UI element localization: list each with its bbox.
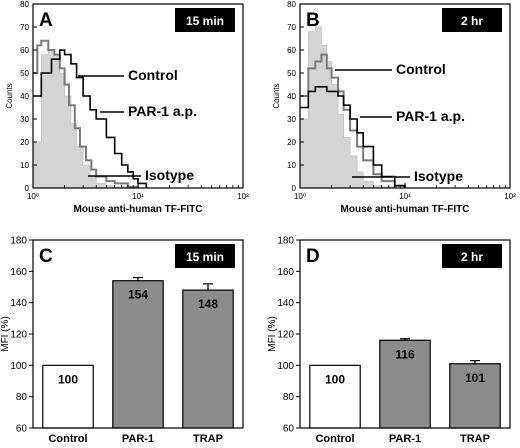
bar-par-1	[379, 339, 431, 429]
x-category-label: Control	[315, 433, 354, 445]
x-category-label: TRAP	[460, 433, 490, 445]
x-tick-label: 10²	[237, 192, 249, 201]
x-category-label: PAR-1	[122, 433, 154, 445]
y-tick-label: 10	[287, 161, 296, 170]
y-tick-label: 60	[287, 46, 296, 55]
x-tick-label: 10⁰	[27, 192, 39, 201]
time-badge-label: 2 hr	[461, 14, 483, 28]
annotation-isotype: Isotype	[145, 167, 194, 183]
y-tick-label: 50	[20, 69, 29, 78]
y-tick-label: 120	[10, 330, 27, 341]
series-isotype-area	[32, 49, 138, 189]
y-tick-label: 10	[20, 161, 29, 170]
annotation-isotype: Isotype	[414, 168, 463, 184]
y-tick-label: 80	[283, 392, 295, 403]
y-tick-label: 70	[287, 23, 296, 32]
x-category-label: PAR-1	[389, 433, 421, 445]
bar-value-label: 100	[58, 372, 78, 386]
annotation-par1: PAR-1 a.p.	[128, 103, 197, 119]
series-isotype-area	[299, 26, 396, 189]
panel-letter: B	[306, 10, 320, 31]
y-tick-label: 60	[20, 46, 29, 55]
y-tick-label: 100	[277, 361, 294, 372]
bar-par-1	[112, 280, 164, 429]
time-badge	[175, 244, 235, 268]
bar-control	[309, 364, 361, 429]
y-tick-label: 70	[20, 23, 29, 32]
bar-trap	[182, 289, 234, 429]
time-badge-label: 15 min	[186, 250, 224, 264]
y-tick-label: 40	[20, 92, 29, 101]
y-tick-label: 30	[287, 115, 296, 124]
y-tick-label: 60	[16, 424, 28, 435]
x-tick-label: 10⁰	[294, 192, 306, 201]
series-par1-line	[33, 49, 148, 188]
x-tick-label: 10²	[504, 192, 516, 201]
x-tick-label: 10¹	[399, 192, 411, 201]
y-tick-label: 0	[25, 184, 30, 193]
y-tick-label: 60	[283, 424, 295, 435]
bar-control	[42, 364, 94, 429]
panel-letter: D	[306, 246, 320, 267]
x-tick-label: 10¹	[132, 192, 144, 201]
y-axis-label: MFI (%)	[267, 316, 278, 352]
y-tick-label: 140	[277, 298, 294, 309]
y-tick-label: 20	[287, 138, 296, 147]
y-tick-label: 120	[277, 330, 294, 341]
y-tick-label: 40	[287, 92, 296, 101]
y-tick-label: 50	[287, 69, 296, 78]
annotation-par1: PAR-1 a.p.	[396, 108, 465, 124]
y-tick-label: 0	[292, 184, 297, 193]
time-badge	[442, 8, 502, 32]
time-badge-label: 2 hr	[461, 250, 483, 264]
y-tick-label: 160	[10, 267, 27, 278]
y-tick-label: 180	[10, 236, 27, 247]
bar-value-label: 101	[465, 371, 485, 385]
y-axis-label: Counts	[272, 83, 281, 108]
bar-value-label: 100	[325, 372, 345, 386]
bar-value-label: 148	[198, 297, 218, 311]
y-tick-label: 180	[277, 236, 294, 247]
y-tick-label: 20	[20, 138, 29, 147]
annotation-control: Control	[396, 61, 446, 77]
series-control-line	[33, 39, 139, 188]
y-axis-label: MFI (%)	[0, 316, 11, 352]
y-tick-label: 80	[16, 392, 28, 403]
y-tick-label: 160	[277, 267, 294, 278]
bar-trap	[449, 363, 501, 429]
x-axis-label: Mouse anti-human TF-FITC	[341, 204, 470, 215]
time-badge-label: 15 min	[186, 14, 224, 28]
annotation-control: Control	[128, 67, 178, 83]
panel-letter: A	[39, 10, 53, 31]
y-tick-label: 100	[10, 361, 27, 372]
panel-letter: C	[39, 246, 53, 267]
time-badge	[442, 244, 502, 268]
y-tick-label: 140	[10, 298, 27, 309]
x-axis-label: Mouse anti-human TF-FITC	[74, 204, 203, 215]
x-category-label: TRAP	[193, 433, 223, 445]
series-par1-line	[300, 86, 406, 188]
x-category-label: Control	[48, 433, 87, 445]
y-tick-label: 30	[20, 115, 29, 124]
time-badge	[175, 8, 235, 32]
bar-value-label: 116	[395, 347, 415, 361]
y-tick-label: 80	[20, 0, 29, 9]
y-axis-label: Counts	[5, 83, 14, 108]
y-tick-label: 80	[287, 0, 296, 9]
bar-value-label: 154	[128, 288, 148, 302]
